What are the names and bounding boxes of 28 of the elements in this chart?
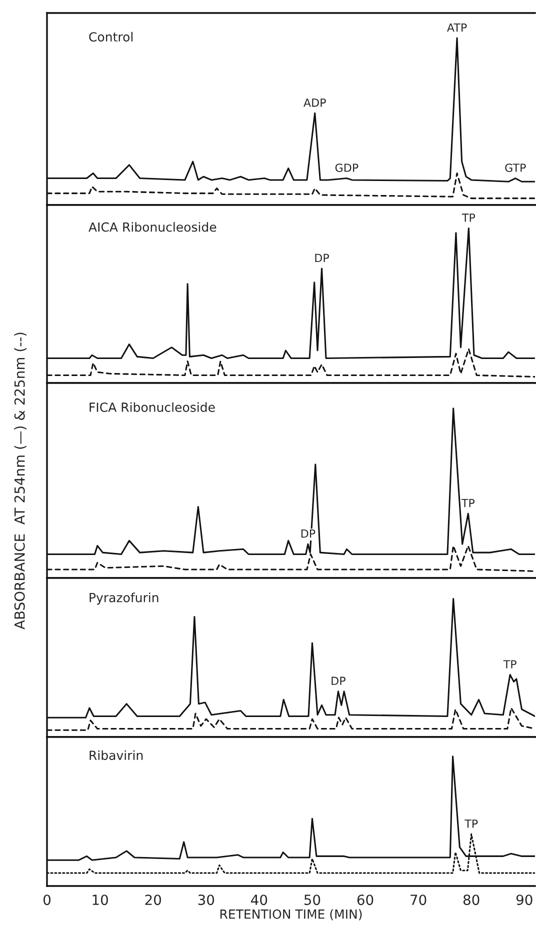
x-tick-label: 90 [516,894,532,906]
annotation: TP [464,820,478,828]
x-tick-label: 30 [198,894,214,906]
x-tick-label: 40 [251,894,268,906]
x-tick-label: 10 [92,894,108,906]
chart-title: AICA Ribonucleoside [88,222,216,232]
y-axis-title: ABSORBANCE AT 254nm (—) & 225nm (--) [14,332,26,630]
x-tick-label: 0 [43,894,50,906]
annotation: ADP [304,98,326,107]
x-tick-label: 20 [145,894,161,906]
annotation: DP [301,530,316,538]
chart-title: Ribavirin [90,750,143,760]
annotation: GTP [505,164,526,172]
annotation: ATP [447,23,467,32]
x-tick-label: 50 [304,894,320,906]
x-axis-title: RETENTION TIME (MIN) [220,909,362,920]
x-tick-label: 60 [357,894,374,906]
chart-title: FICA Ribonucleoside [90,402,215,412]
annotation: TP [461,498,475,508]
annotation: TP [503,660,516,668]
x-tick-label: 70 [410,894,426,906]
chart-title: Pyrazofurin [90,592,158,605]
annotation: DP [315,254,330,262]
annotation: DP [332,676,346,685]
annotation: GDP [335,164,358,172]
annotation: TP [462,214,476,222]
chart-title: Control [89,32,132,42]
x-tick-label: 80 [463,894,480,906]
